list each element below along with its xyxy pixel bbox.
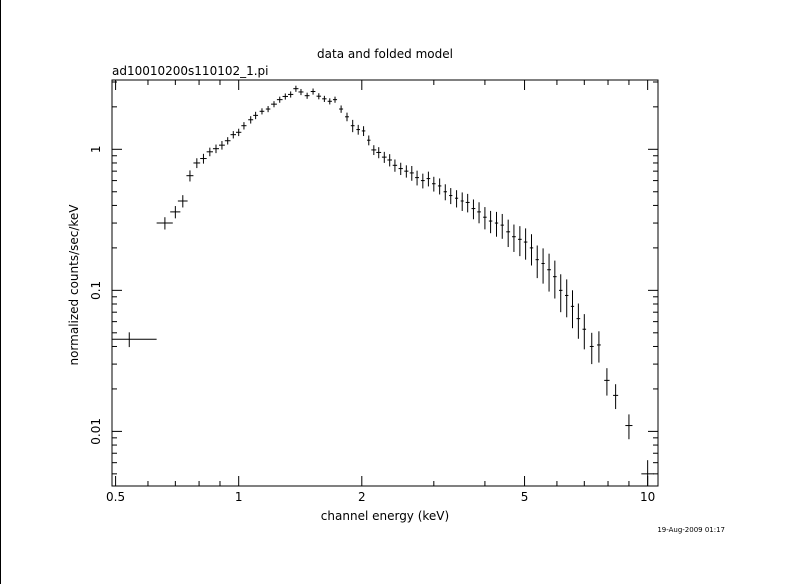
data-point bbox=[304, 92, 310, 99]
data-point bbox=[565, 279, 569, 318]
data-point bbox=[361, 126, 366, 137]
data-point bbox=[224, 137, 231, 145]
data-point bbox=[404, 165, 409, 178]
data-point bbox=[322, 95, 327, 102]
data-point bbox=[570, 290, 575, 329]
data-point bbox=[316, 93, 322, 100]
data-point bbox=[420, 173, 425, 189]
data-point bbox=[506, 219, 511, 248]
data-point bbox=[282, 93, 289, 100]
data-point bbox=[371, 145, 377, 156]
data-point bbox=[415, 170, 420, 186]
data-point bbox=[376, 147, 382, 159]
data-point bbox=[298, 88, 304, 96]
data-point bbox=[381, 151, 387, 163]
data-point bbox=[541, 248, 545, 284]
chart-title: data and folded model bbox=[317, 47, 453, 61]
data-point bbox=[271, 101, 277, 108]
chart-subtitle: ad10010200s110102_1.pi bbox=[112, 64, 269, 78]
data-point bbox=[558, 274, 563, 313]
data-point bbox=[265, 106, 271, 113]
data-point bbox=[426, 171, 431, 187]
data-point bbox=[518, 226, 522, 257]
data-point bbox=[339, 105, 344, 113]
data-point bbox=[409, 165, 414, 181]
x-tick-label: 5 bbox=[521, 490, 529, 504]
window-left-edge bbox=[0, 0, 1, 584]
x-tick-label: 2 bbox=[358, 490, 366, 504]
data-point bbox=[367, 135, 371, 146]
y-tick-label: 0.1 bbox=[89, 281, 103, 300]
data-point bbox=[230, 131, 237, 139]
data-point bbox=[597, 331, 601, 363]
data-point bbox=[576, 303, 581, 339]
data-point bbox=[212, 144, 219, 154]
data-point bbox=[523, 228, 528, 260]
data-point bbox=[443, 184, 447, 201]
data-point bbox=[449, 188, 453, 205]
data-point bbox=[288, 91, 294, 98]
data-points bbox=[112, 85, 654, 486]
data-point bbox=[553, 260, 557, 299]
data-point bbox=[512, 224, 516, 252]
data-point bbox=[350, 119, 355, 133]
data-point bbox=[206, 147, 213, 157]
x-tick-label: 0.5 bbox=[106, 490, 125, 504]
data-point bbox=[432, 176, 436, 192]
data-point bbox=[345, 112, 349, 122]
data-point bbox=[218, 141, 225, 150]
data-point bbox=[604, 368, 610, 396]
data-point bbox=[589, 332, 594, 365]
data-point bbox=[356, 124, 361, 135]
data-point bbox=[156, 217, 173, 230]
data-point bbox=[332, 96, 338, 103]
data-point bbox=[437, 178, 442, 195]
data-point bbox=[392, 159, 398, 172]
data-point bbox=[460, 192, 464, 211]
data-point bbox=[276, 96, 283, 103]
y-tick-label: 0.01 bbox=[89, 418, 103, 445]
x-tick-label: 10 bbox=[640, 490, 655, 504]
data-point bbox=[327, 98, 332, 105]
axis-tick-labels: 0.5 1 2 5 10 0.01 0.1 1 bbox=[89, 145, 655, 504]
data-point bbox=[625, 414, 633, 440]
data-point bbox=[241, 122, 247, 130]
plot-frame bbox=[111, 79, 659, 487]
axis-ticks bbox=[112, 80, 658, 486]
data-point bbox=[259, 108, 265, 115]
data-point bbox=[477, 202, 481, 224]
data-point bbox=[112, 332, 157, 348]
data-point bbox=[641, 460, 654, 486]
data-point bbox=[582, 314, 587, 350]
data-point bbox=[186, 170, 194, 182]
data-point bbox=[193, 158, 201, 169]
data-point bbox=[500, 213, 504, 239]
data-point bbox=[613, 384, 619, 410]
y-axis-label: normalized counts/sec/keV bbox=[67, 204, 81, 366]
data-point bbox=[293, 85, 299, 92]
data-point bbox=[465, 193, 470, 213]
x-tick-label: 1 bbox=[235, 490, 243, 504]
data-point bbox=[236, 128, 242, 137]
data-point bbox=[529, 234, 534, 266]
data-point bbox=[535, 245, 539, 279]
data-point bbox=[398, 162, 403, 176]
data-point bbox=[494, 211, 499, 237]
timestamp: 19-Aug-2009 01:17 bbox=[657, 526, 725, 534]
data-point bbox=[253, 111, 259, 120]
data-point bbox=[387, 154, 392, 167]
x-axis-label: channel energy (keV) bbox=[321, 509, 449, 523]
data-point bbox=[471, 199, 476, 220]
y-tick-label: 1 bbox=[89, 145, 103, 153]
data-point bbox=[454, 190, 459, 208]
data-point bbox=[488, 210, 493, 234]
data-point bbox=[248, 116, 254, 124]
data-point bbox=[310, 88, 316, 95]
data-point bbox=[177, 195, 188, 208]
data-point bbox=[483, 207, 487, 230]
data-point bbox=[200, 153, 207, 164]
data-point bbox=[170, 206, 181, 219]
data-point bbox=[547, 253, 551, 292]
